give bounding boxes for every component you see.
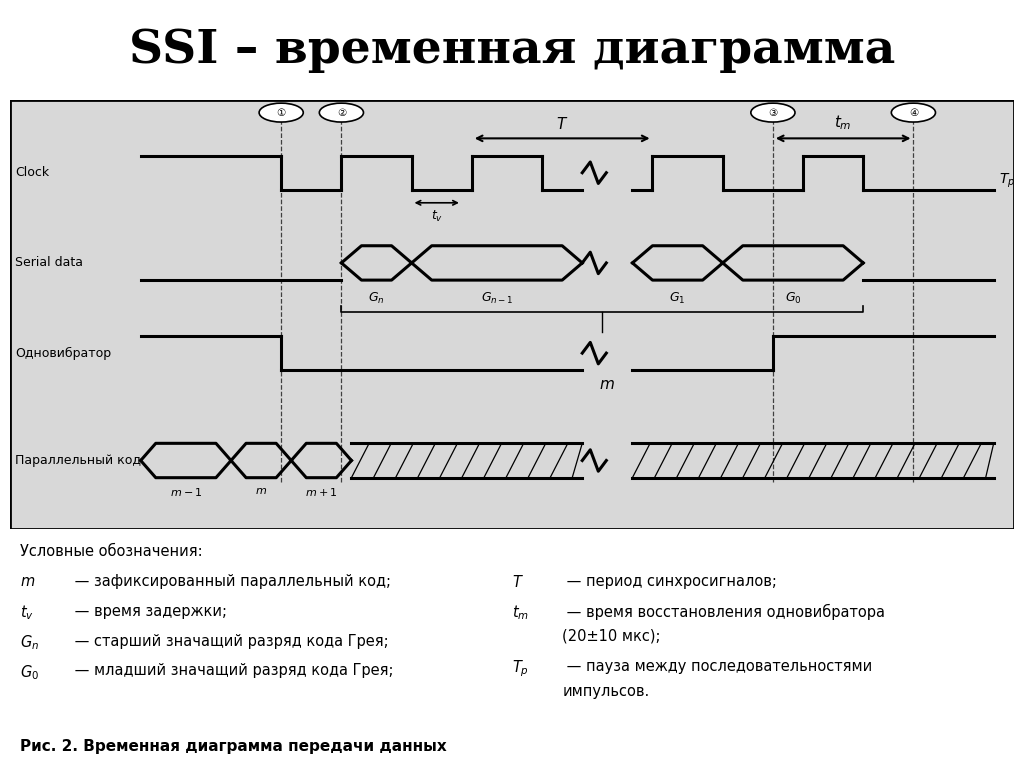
Text: ②: ②	[337, 107, 346, 117]
Text: $t_v$: $t_v$	[431, 209, 442, 224]
Text: ④: ④	[908, 107, 919, 117]
FancyBboxPatch shape	[10, 100, 1014, 529]
Text: — младший значащий разряд кода Грея;: — младший значащий разряд кода Грея;	[71, 663, 394, 679]
Text: $T_p$: $T_p$	[998, 172, 1015, 190]
Text: $m+1$: $m+1$	[305, 486, 338, 499]
Text: $G_0$: $G_0$	[784, 291, 802, 306]
Text: Параллельный код: Параллельный код	[15, 454, 141, 467]
Text: Одновибратор: Одновибратор	[15, 347, 112, 360]
Text: ③: ③	[768, 107, 777, 117]
Text: $G_1$: $G_1$	[670, 291, 686, 306]
Circle shape	[751, 103, 795, 122]
Text: $T$: $T$	[512, 574, 524, 590]
Text: $t_v$: $t_v$	[20, 604, 34, 622]
Text: $G_n$: $G_n$	[20, 634, 39, 652]
Text: $m$: $m$	[255, 486, 267, 496]
Text: $G_n$: $G_n$	[369, 291, 385, 306]
Circle shape	[891, 103, 936, 122]
Text: (20±10 мкс);: (20±10 мкс);	[562, 629, 660, 644]
Text: ①: ①	[276, 107, 286, 117]
Text: — пауза между последовательностями: — пауза между последовательностями	[562, 659, 872, 674]
Text: — старший значащий разряд кода Грея;: — старший значащий разряд кода Грея;	[71, 634, 389, 649]
Text: $T_p$: $T_p$	[512, 659, 529, 680]
Text: SSI – временная диаграмма: SSI – временная диаграмма	[129, 27, 895, 73]
Text: Условные обозначения:: Условные обозначения:	[20, 544, 203, 559]
Text: $G_{n-1}$: $G_{n-1}$	[480, 291, 513, 306]
Text: — зафиксированный параллельный код;: — зафиксированный параллельный код;	[71, 574, 391, 589]
Text: Serial data: Serial data	[15, 256, 83, 269]
Text: импульсов.: импульсов.	[562, 684, 649, 700]
Circle shape	[259, 103, 303, 122]
Circle shape	[319, 103, 364, 122]
Text: $T$: $T$	[556, 116, 568, 132]
Text: — время восстановления одновибратора: — время восстановления одновибратора	[562, 604, 885, 620]
Text: — период синхросигналов;: — период синхросигналов;	[562, 574, 777, 589]
Text: Рис. 2. Временная диаграмма передачи данных: Рис. 2. Временная диаграмма передачи дан…	[20, 739, 447, 755]
Text: Clock: Clock	[15, 166, 49, 179]
Text: $m$: $m$	[599, 377, 615, 392]
Text: $t_m$: $t_m$	[512, 604, 529, 622]
Text: $t_m$: $t_m$	[835, 114, 852, 132]
Text: $m-1$: $m-1$	[170, 486, 202, 499]
Text: $m$: $m$	[20, 574, 36, 589]
Text: — время задержки;: — время задержки;	[71, 604, 227, 619]
Text: $G_0$: $G_0$	[20, 663, 39, 682]
